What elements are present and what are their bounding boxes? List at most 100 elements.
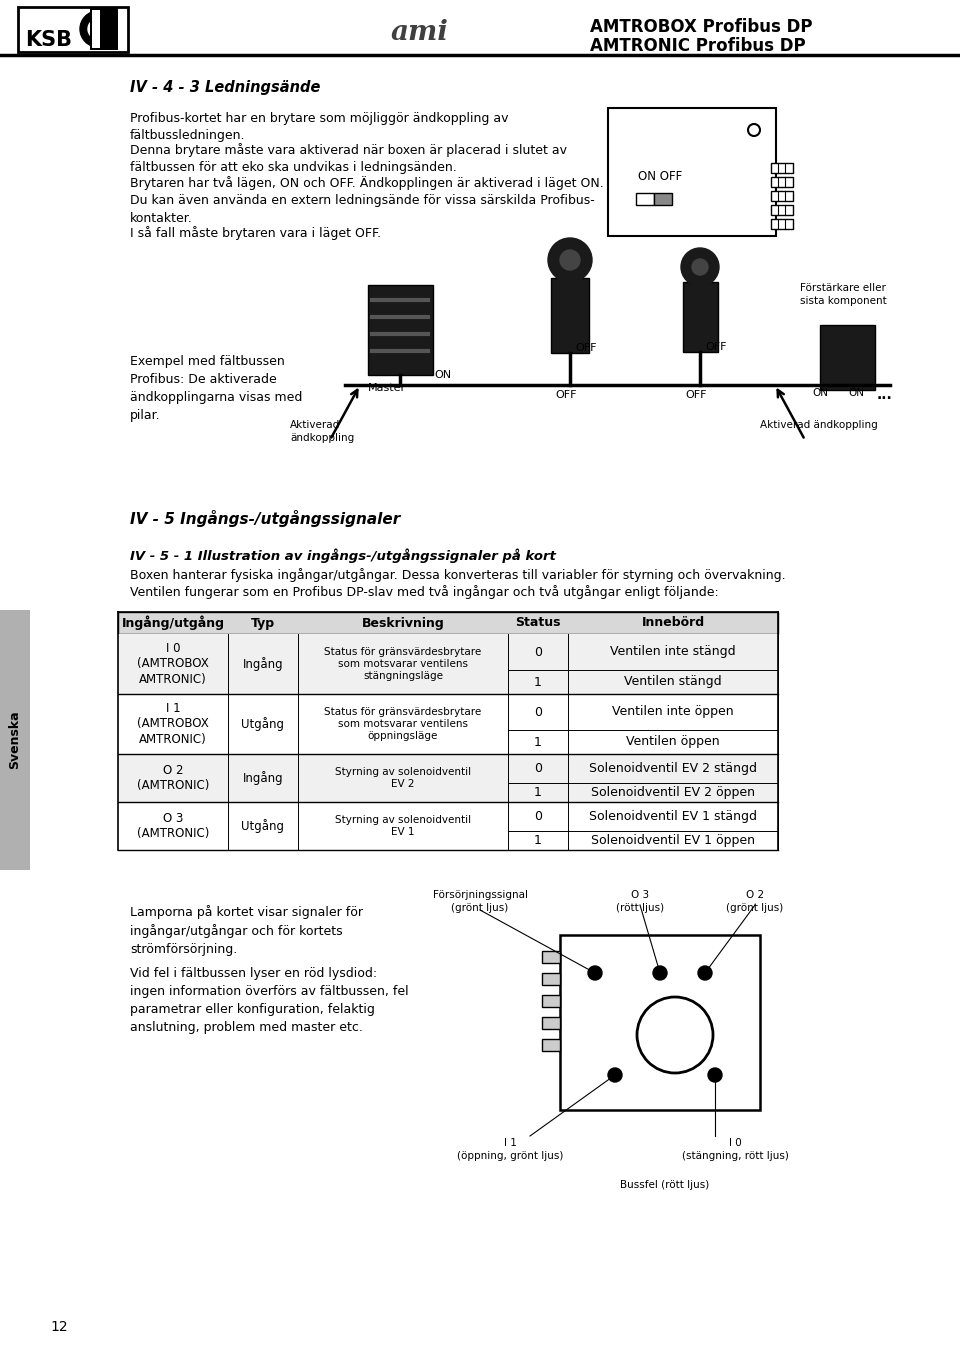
Bar [542,1039,560,1051]
Text: O 2
(grönt ljus): O 2 (grönt ljus) [727,890,783,913]
Bar [771,163,793,172]
Bar [18,7,128,53]
Text: Försörjningssignal
(grönt ljus): Försörjningssignal (grönt ljus) [433,890,527,913]
Bar [542,1017,560,1029]
Bar [683,282,718,352]
Text: Boxen hanterar fysiska ingångar/utgångar. Dessa konverteras till variabler för s: Boxen hanterar fysiska ingångar/utgångar… [130,568,785,582]
Text: 0: 0 [534,706,542,718]
Bar [90,8,118,50]
Text: ...: ... [877,388,893,401]
Text: Vid fel i fältbussen lyser en röd lysdiod:
ingen information överförs av fältbus: Vid fel i fältbussen lyser en röd lysdio… [130,967,409,1034]
Text: AMTRONIC Profibus DP: AMTRONIC Profibus DP [590,36,805,55]
Text: I så fall måste brytaren vara i läget OFF.: I så fall måste brytaren vara i läget OF… [130,226,381,240]
Text: 0: 0 [534,810,542,823]
Text: Exempel med fältbussen
Profibus: De aktiverade
ändkopplingarna visas med
pilar.: Exempel med fältbussen Profibus: De akti… [130,356,302,422]
Text: OFF: OFF [685,391,707,400]
Text: Ingång/utgång: Ingång/utgång [122,616,225,630]
Text: Status för gränsvärdesbrytare
som motsvarar ventilens
stängningsläge: Status för gränsvärdesbrytare som motsva… [324,647,482,682]
Bar [118,754,778,801]
Bar [820,325,875,391]
Text: OFF: OFF [705,342,727,352]
Text: Innebörd: Innebörd [641,617,705,629]
Bar [118,694,778,754]
Text: I 0
(stängning, rött ljus): I 0 (stängning, rött ljus) [682,1138,788,1161]
Bar [542,951,560,963]
Text: O 3
(rött ljus): O 3 (rött ljus) [616,890,664,913]
Text: 0: 0 [534,645,542,659]
Text: I 0
(AMTROBOX
AMTRONIC): I 0 (AMTROBOX AMTRONIC) [137,641,209,687]
Circle shape [608,1068,622,1082]
Circle shape [681,248,719,286]
Circle shape [708,1068,722,1082]
Text: Ventilen inte öppen: Ventilen inte öppen [612,706,733,718]
Bar [771,220,793,229]
Bar [654,193,672,205]
Text: OFF: OFF [575,343,596,353]
Text: Solenoidventil EV 1 öppen: Solenoidventil EV 1 öppen [591,834,755,847]
Bar [368,286,433,374]
Text: Utgång: Utgång [242,717,284,731]
Text: Förstärkare eller
sista komponent: Förstärkare eller sista komponent [800,283,887,306]
Circle shape [698,966,712,981]
Bar [551,277,589,353]
Text: O 2
(AMTRONIC): O 2 (AMTRONIC) [137,764,209,792]
Text: Typ: Typ [251,617,276,629]
Bar [771,191,793,201]
Text: Lamporna på kortet visar signaler för
ingångar/utgångar och för kortets
strömför: Lamporna på kortet visar signaler för in… [130,905,363,956]
Bar [542,995,560,1008]
Text: Status: Status [516,617,561,629]
Text: 12: 12 [50,1320,67,1334]
Text: AMTROBOX Profibus DP: AMTROBOX Profibus DP [590,18,812,36]
Text: ON: ON [434,370,451,380]
Bar [608,108,776,236]
Text: Aktiverad ändkoppling: Aktiverad ändkoppling [760,420,877,430]
Circle shape [588,966,602,981]
Circle shape [80,11,116,47]
Text: KSB: KSB [25,30,72,50]
Text: 1: 1 [534,834,542,847]
Text: Denna brytare måste vara aktiverad när boxen är placerad i slutet av
fältbussen : Denna brytare måste vara aktiverad när b… [130,143,567,175]
Text: Svenska: Svenska [9,711,21,769]
Circle shape [692,259,708,275]
Circle shape [560,251,580,269]
Bar [771,176,793,187]
Text: IV - 4 - 3 Ledningsände: IV - 4 - 3 Ledningsände [130,79,321,96]
Text: Ventilen fungerar som en Profibus DP-slav med två ingångar och två utgångar enli: Ventilen fungerar som en Profibus DP-sla… [130,585,719,599]
Text: Styrning av solenoidventil
EV 2: Styrning av solenoidventil EV 2 [335,766,471,789]
Bar [118,634,778,694]
Text: Solenoidventil EV 2 stängd: Solenoidventil EV 2 stängd [589,762,757,775]
Bar [118,612,778,634]
Circle shape [548,238,592,282]
Text: 1: 1 [534,735,542,749]
Bar [92,9,100,48]
Text: Ventilen öppen: Ventilen öppen [626,735,720,749]
Bar [0,610,30,870]
Text: I 1
(öppning, grönt ljus): I 1 (öppning, grönt ljus) [457,1138,564,1161]
Bar [636,193,654,205]
Text: Ventilen stängd: Ventilen stängd [624,675,722,688]
Text: IV - 5 - 1 Illustration av ingångs-/utgångssignaler på kort: IV - 5 - 1 Illustration av ingångs-/utgå… [130,548,556,563]
Text: ami: ami [391,19,449,47]
Text: Ventilen inte stängd: Ventilen inte stängd [611,645,735,659]
Text: Ingång: Ingång [243,657,283,671]
Bar [542,973,560,985]
Text: Brytaren har två lägen, ON och OFF. Ändkopplingen är aktiverad i läget ON.
Du ka: Brytaren har två lägen, ON och OFF. Ändk… [130,176,604,225]
Text: I 1
(AMTROBOX
AMTRONIC): I 1 (AMTROBOX AMTRONIC) [137,702,209,746]
Circle shape [653,966,667,981]
Text: Solenoidventil EV 1 stängd: Solenoidventil EV 1 stängd [589,810,757,823]
Text: Profibus-kortet har en brytare som möjliggör ändkoppling av
fältbussledningen.: Profibus-kortet har en brytare som möjli… [130,112,509,143]
Bar [771,205,793,216]
Text: O 3
(AMTRONIC): O 3 (AMTRONIC) [137,811,209,841]
Text: OFF: OFF [555,391,577,400]
Text: Ingång: Ingång [243,770,283,785]
Text: Styrning av solenoidventil
EV 1: Styrning av solenoidventil EV 1 [335,815,471,838]
Bar [118,801,778,850]
Text: ON: ON [812,388,828,397]
Text: Bussfel (rött ljus): Bussfel (rött ljus) [620,1180,709,1189]
Text: 0: 0 [534,762,542,775]
Text: 1: 1 [534,675,542,688]
Text: Aktiverad
ändkoppling: Aktiverad ändkoppling [290,420,354,443]
Text: Status för gränsvärdesbrytare
som motsvarar ventilens
öppningsläge: Status för gränsvärdesbrytare som motsva… [324,707,482,741]
Text: 1: 1 [534,785,542,799]
Text: Beskrivning: Beskrivning [362,617,444,629]
